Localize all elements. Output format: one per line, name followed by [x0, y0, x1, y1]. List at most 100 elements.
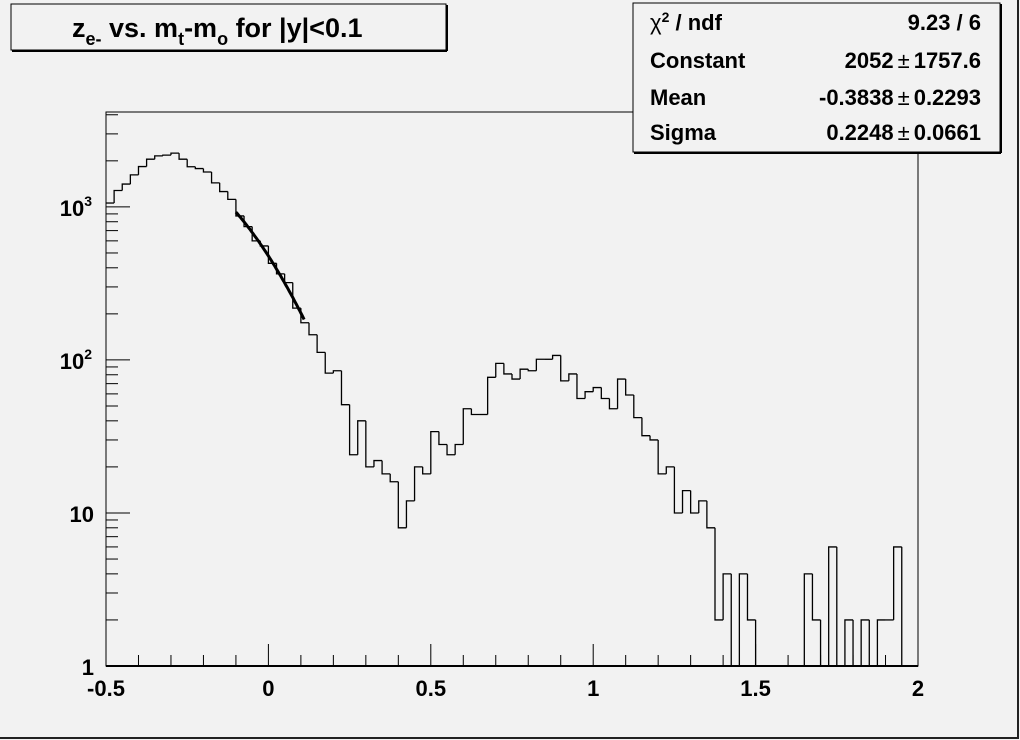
histogram-bin	[681, 489, 691, 513]
histogram-bin	[527, 369, 537, 372]
histogram-bin	[738, 573, 748, 666]
histogram-bin	[592, 386, 602, 392]
stats-constant-label: Constant	[650, 48, 746, 73]
histogram-bin	[397, 481, 407, 529]
histogram-bin	[673, 466, 683, 514]
histogram-bin	[389, 473, 399, 483]
histogram-bin	[568, 373, 577, 381]
histogram-bin	[519, 368, 529, 380]
histogram-bin	[154, 155, 163, 160]
histogram-bin	[430, 430, 439, 474]
histogram-bin	[551, 354, 561, 360]
histogram	[106, 152, 918, 667]
histogram-bin	[178, 153, 188, 160]
histogram-bin	[901, 546, 910, 667]
histogram-bin	[495, 362, 504, 378]
stats-box: χ2 / ndf 9.23 / 6 Constant 2052 ±1757.6 M…	[632, 2, 1002, 154]
histogram-bin	[892, 546, 902, 620]
axis-labels: -0.5 0 0.5 1 1.5 2 1 10 102 103	[60, 193, 924, 701]
y-tick-label: 10	[70, 502, 94, 527]
histogram-bin	[405, 500, 415, 528]
histogram-bin	[706, 500, 715, 529]
y-tick-label: 103	[60, 193, 92, 221]
histogram-bin	[446, 444, 456, 456]
histogram-bin	[486, 376, 496, 415]
x-tick-label: 0	[262, 676, 274, 701]
histogram-bin	[470, 408, 480, 416]
stats-sigma-value: 0.2248 ±0.0661	[826, 120, 981, 145]
histogram-bin	[357, 420, 366, 455]
histogram-bin	[365, 420, 374, 468]
histogram-bin	[844, 619, 854, 666]
histogram-bin	[698, 500, 707, 513]
histogram-bin	[754, 619, 764, 667]
histogram-bin	[860, 619, 870, 666]
histogram-bin	[381, 460, 391, 475]
histogram-bin	[170, 152, 180, 156]
histogram-bin	[811, 573, 821, 621]
histogram-bin	[600, 387, 610, 400]
fit-curve	[234, 211, 306, 321]
histogram-bin	[422, 466, 431, 475]
histogram-bin	[868, 619, 878, 667]
histogram-bin	[657, 439, 667, 475]
chart-title: ze- vs. mt-mo for |y|<0.1	[72, 13, 362, 49]
stats-mean-value: -0.3838 ±0.2293	[819, 85, 981, 110]
histogram-bin	[121, 183, 131, 191]
histogram-bin	[819, 619, 829, 667]
histogram-bin	[462, 408, 472, 445]
histogram-bin	[608, 398, 618, 410]
histogram-bin	[511, 373, 521, 380]
histogram-bin	[316, 334, 326, 354]
stats-mean-label: Mean	[650, 85, 706, 110]
histogram-bin	[503, 363, 512, 375]
histogram-bin	[852, 619, 862, 667]
histogram-bin	[113, 189, 123, 204]
histogram-bin	[560, 355, 569, 382]
histogram-bin	[828, 546, 837, 666]
stats-sigma-label: Sigma	[650, 120, 717, 145]
histogram-bin	[722, 573, 732, 620]
histogram-bin	[649, 435, 659, 441]
stats-constant-value: 2052 ±1757.6	[845, 48, 981, 73]
x-tick-label: 0.5	[416, 676, 447, 701]
x-tick-label: 2	[912, 676, 924, 701]
histogram-bin	[535, 358, 545, 371]
y-tick-label: 1	[82, 655, 94, 680]
histogram-bin	[413, 466, 423, 501]
histogram-bin	[373, 459, 383, 467]
histogram-bin	[186, 159, 196, 168]
histogram-bin	[714, 527, 724, 621]
histogram-bin	[633, 395, 642, 419]
x-tick-label: 1.5	[740, 676, 771, 701]
title-box-frame	[10, 3, 447, 51]
histogram-bin	[235, 199, 245, 217]
histogram-bin	[689, 490, 699, 514]
histogram-bin	[129, 174, 139, 185]
histogram-bin	[746, 573, 756, 621]
histogram-bin	[616, 378, 626, 409]
histogram-bin	[145, 158, 155, 167]
histogram-bin	[576, 373, 586, 400]
histogram-bin	[332, 370, 342, 374]
stats-chi2-label: χ2 / ndf	[650, 9, 723, 35]
histogram-bin	[210, 172, 220, 184]
histogram-bin	[308, 322, 318, 336]
histogram-bin	[219, 182, 228, 193]
y-tick-label: 102	[60, 346, 92, 374]
x-tick-label: 1	[587, 676, 599, 701]
histogram-bin	[227, 191, 236, 201]
histogram-bin	[348, 404, 358, 456]
histogram-bin	[324, 352, 334, 374]
histogram-bin	[340, 370, 350, 406]
histogram-bin	[730, 573, 740, 667]
histogram-bin	[137, 165, 147, 175]
stats-chi2-value: 9.23 / 6	[908, 10, 981, 35]
histogram-bin	[665, 466, 675, 474]
x-tick-label: -0.5	[87, 676, 125, 701]
histogram-bin	[625, 379, 634, 396]
histogram-bin	[836, 546, 845, 667]
histogram-bin	[438, 431, 448, 446]
gaussian-fit-line	[234, 211, 306, 321]
